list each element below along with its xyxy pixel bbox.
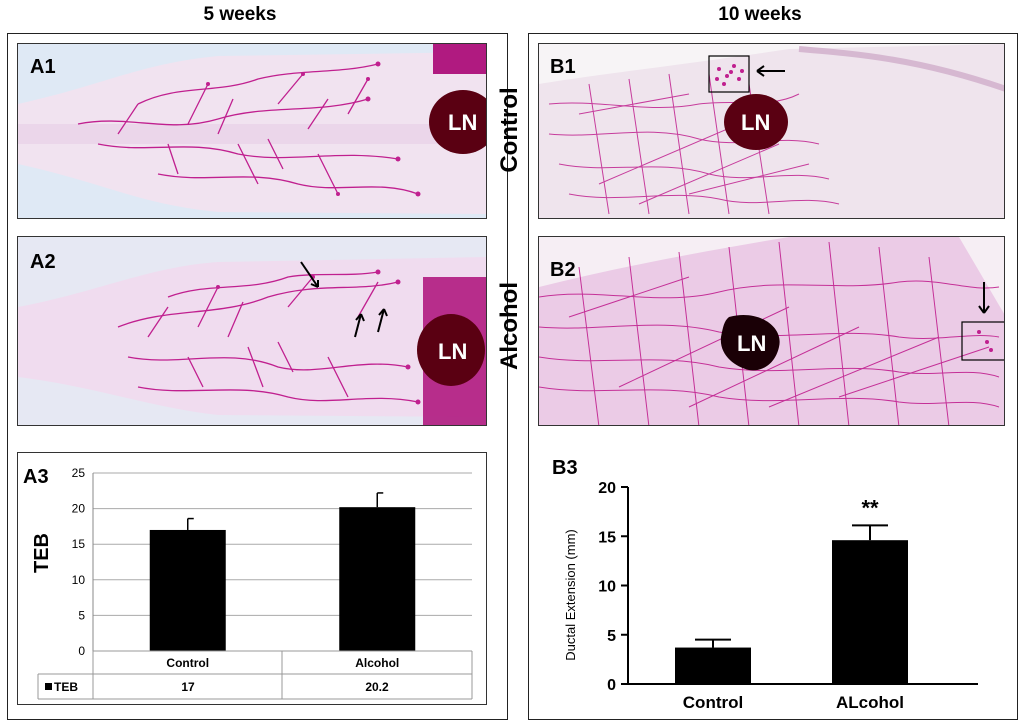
mammary-whole-mount-a1: LN — [18, 44, 486, 218]
a3-legend-swatch — [45, 683, 52, 690]
b3-xtick-label: Control — [683, 693, 743, 712]
chart-a3: TEB Control Alcohol 0 5 10 15 20 25 TEB 17 20.… — [31, 466, 473, 700]
a3-ytick-label: 25 — [72, 466, 86, 480]
a3-ytick-label: 20 — [72, 502, 86, 516]
side-label-control: Control — [496, 87, 523, 173]
mammary-whole-mount-b1: LN — [539, 44, 1004, 218]
a3-ytick-label: 5 — [78, 608, 85, 622]
b3-ylabel: Ductal Extension (mm) — [563, 529, 578, 660]
b3-ytick-label: 20 — [598, 480, 616, 497]
chart-b3-frame: Ductal Extension (mm) ** 0 5 10 15 20 Contro… — [538, 445, 1008, 715]
b3-ytick-label: 15 — [598, 529, 616, 546]
micrograph-b1: LN — [538, 43, 1005, 219]
panel-label-b3: B3 — [552, 457, 578, 479]
chart-b3: Ductal Extension (mm) ** 0 5 10 15 20 Contro… — [563, 480, 978, 712]
b3-xtick-label: ALcohol — [836, 693, 904, 712]
heading-5-weeks: 5 weeks — [203, 4, 277, 25]
b3-bar-alcohol — [832, 540, 908, 684]
a3-ytick-label: 0 — [78, 644, 85, 658]
panel-label-a3: A3 — [23, 466, 49, 488]
chart-a3-frame: TEB Control Alcohol 0 5 10 15 20 25 TEB 17 20.… — [17, 452, 487, 705]
panel-label-b1: B1 — [550, 56, 576, 78]
heading-10-weeks: 10 weeks — [718, 4, 802, 25]
left-panel-frame — [7, 33, 508, 720]
a3-ytick-label: 15 — [72, 537, 86, 551]
a3-table-value-control: 17 — [181, 680, 195, 694]
mammary-whole-mount-b2: LN — [539, 237, 1004, 425]
a3-xtick-label: Control — [166, 656, 209, 670]
a3-ytick-label: 10 — [72, 573, 86, 587]
mammary-whole-mount-a2: LN — [18, 237, 486, 425]
b3-ytick-label: 5 — [607, 628, 616, 645]
right-panel-frame — [528, 33, 1018, 720]
micrograph-a1: LN — [17, 43, 487, 219]
micrograph-b2: LN — [538, 236, 1005, 426]
panel-label-a1: A1 — [30, 56, 56, 78]
micrograph-a2: LN — [17, 236, 487, 426]
a3-bar-control — [149, 529, 226, 651]
b3-bar-control — [675, 647, 751, 684]
a3-table-value-alcohol: 20.2 — [365, 680, 389, 694]
b3-significance-annotation: ** — [861, 495, 879, 520]
a3-legend-label: TEB — [54, 680, 78, 694]
lymph-node-label-b2: LN — [737, 331, 766, 356]
panel-label-a2: A2 — [30, 251, 56, 273]
side-label-alcohol: Alcohol — [496, 282, 523, 370]
a3-ylabel: TEB — [31, 533, 53, 573]
panel-label-b2: B2 — [550, 259, 576, 281]
lymph-node-label-b1: LN — [741, 110, 770, 135]
a3-bar-alcohol — [339, 507, 416, 651]
a3-xtick-label: Alcohol — [355, 656, 399, 670]
lymph-node-label-a1: LN — [448, 110, 477, 135]
lymph-node-label-a2: LN — [438, 339, 467, 364]
b3-ytick-label: 0 — [607, 677, 616, 694]
b3-ytick-label: 10 — [598, 579, 616, 596]
